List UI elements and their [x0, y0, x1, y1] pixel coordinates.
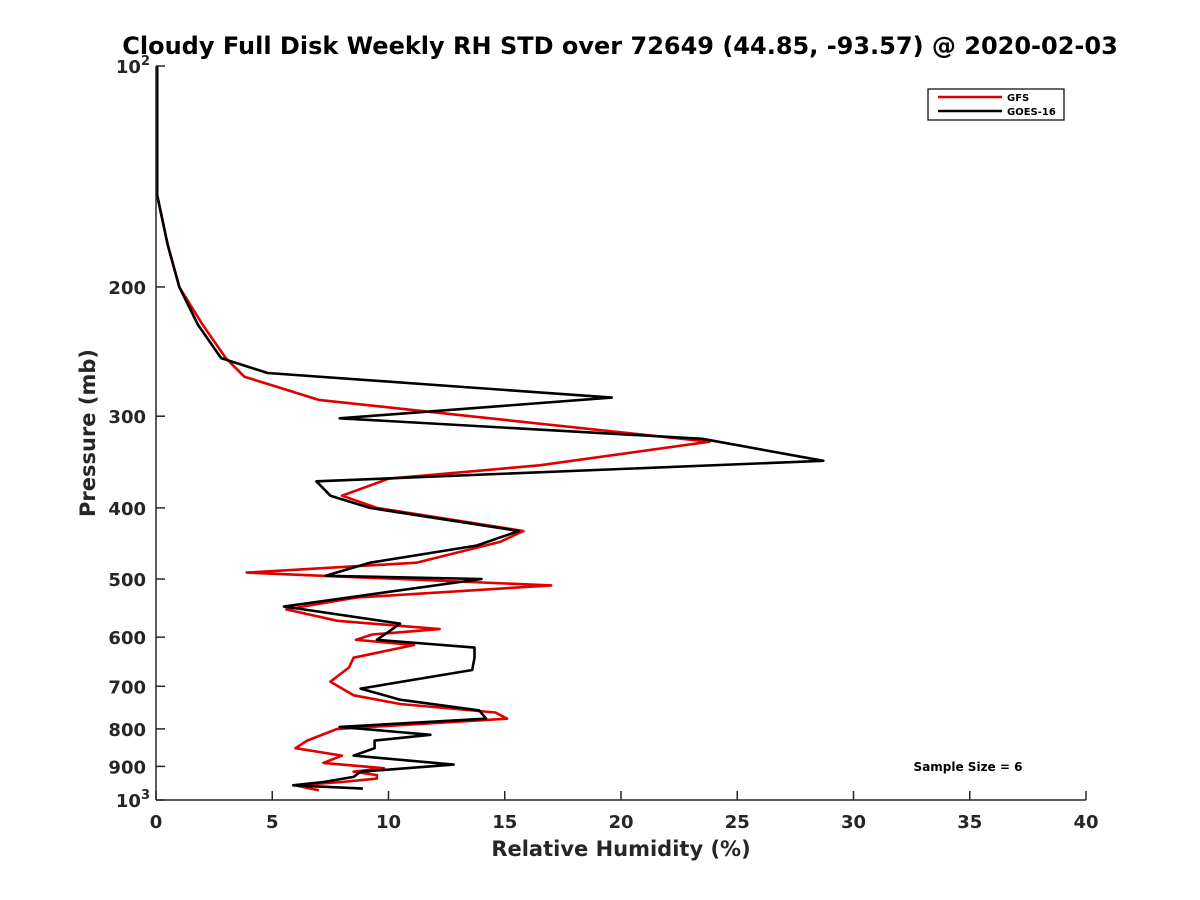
x-ticks: 0 5 10 15 20 25 30 35 40 — [150, 791, 1099, 833]
y-tick-label: 800 — [108, 720, 146, 741]
x-tick-label: 10 — [376, 812, 401, 833]
legend-label: GFS — [1007, 93, 1029, 104]
x-tick-label: 35 — [957, 812, 982, 833]
x-axis-label: Relative Humidity (%) — [491, 837, 750, 861]
x-tick-label: 15 — [492, 812, 517, 833]
x-tick-label: 0 — [150, 812, 163, 833]
legend: GFS GOES-16 — [927, 88, 1065, 121]
sample-size-annotation: Sample Size = 6 — [914, 760, 1023, 774]
x-tick-label: 20 — [608, 812, 633, 833]
y-tick-label: 200 — [108, 278, 146, 299]
y-tick-label: 102 — [116, 54, 150, 78]
x-tick-label: 25 — [725, 812, 750, 833]
legend-box — [927, 88, 1065, 121]
chart-title: Cloudy Full Disk Weekly RH STD over 7264… — [122, 32, 1118, 60]
series-group — [155, 66, 825, 792]
y-tick-label: 103 — [116, 788, 150, 812]
x-tick-label: 30 — [841, 812, 866, 833]
y-tick-label-base: 10 — [116, 57, 141, 78]
y-tick-label-base: 10 — [116, 791, 141, 812]
y-tick-label: 300 — [108, 407, 146, 428]
y-axis-label: Pressure (mb) — [76, 349, 100, 517]
y-tick-label: 900 — [108, 757, 146, 778]
y-tick-label: 500 — [108, 570, 146, 591]
y-tick-label-exponent: 2 — [141, 54, 150, 69]
y-tick-label: 700 — [108, 677, 146, 698]
y-tick-label-exponent: 3 — [141, 788, 150, 803]
legend-label: GOES-16 — [1007, 107, 1056, 118]
series-line-gfs — [155, 66, 711, 792]
y-tick-label: 400 — [108, 499, 146, 520]
x-tick-label: 40 — [1073, 812, 1098, 833]
y-tick-label: 600 — [108, 628, 146, 649]
x-tick-label: 5 — [266, 812, 279, 833]
series-line-goes-16 — [155, 66, 825, 790]
